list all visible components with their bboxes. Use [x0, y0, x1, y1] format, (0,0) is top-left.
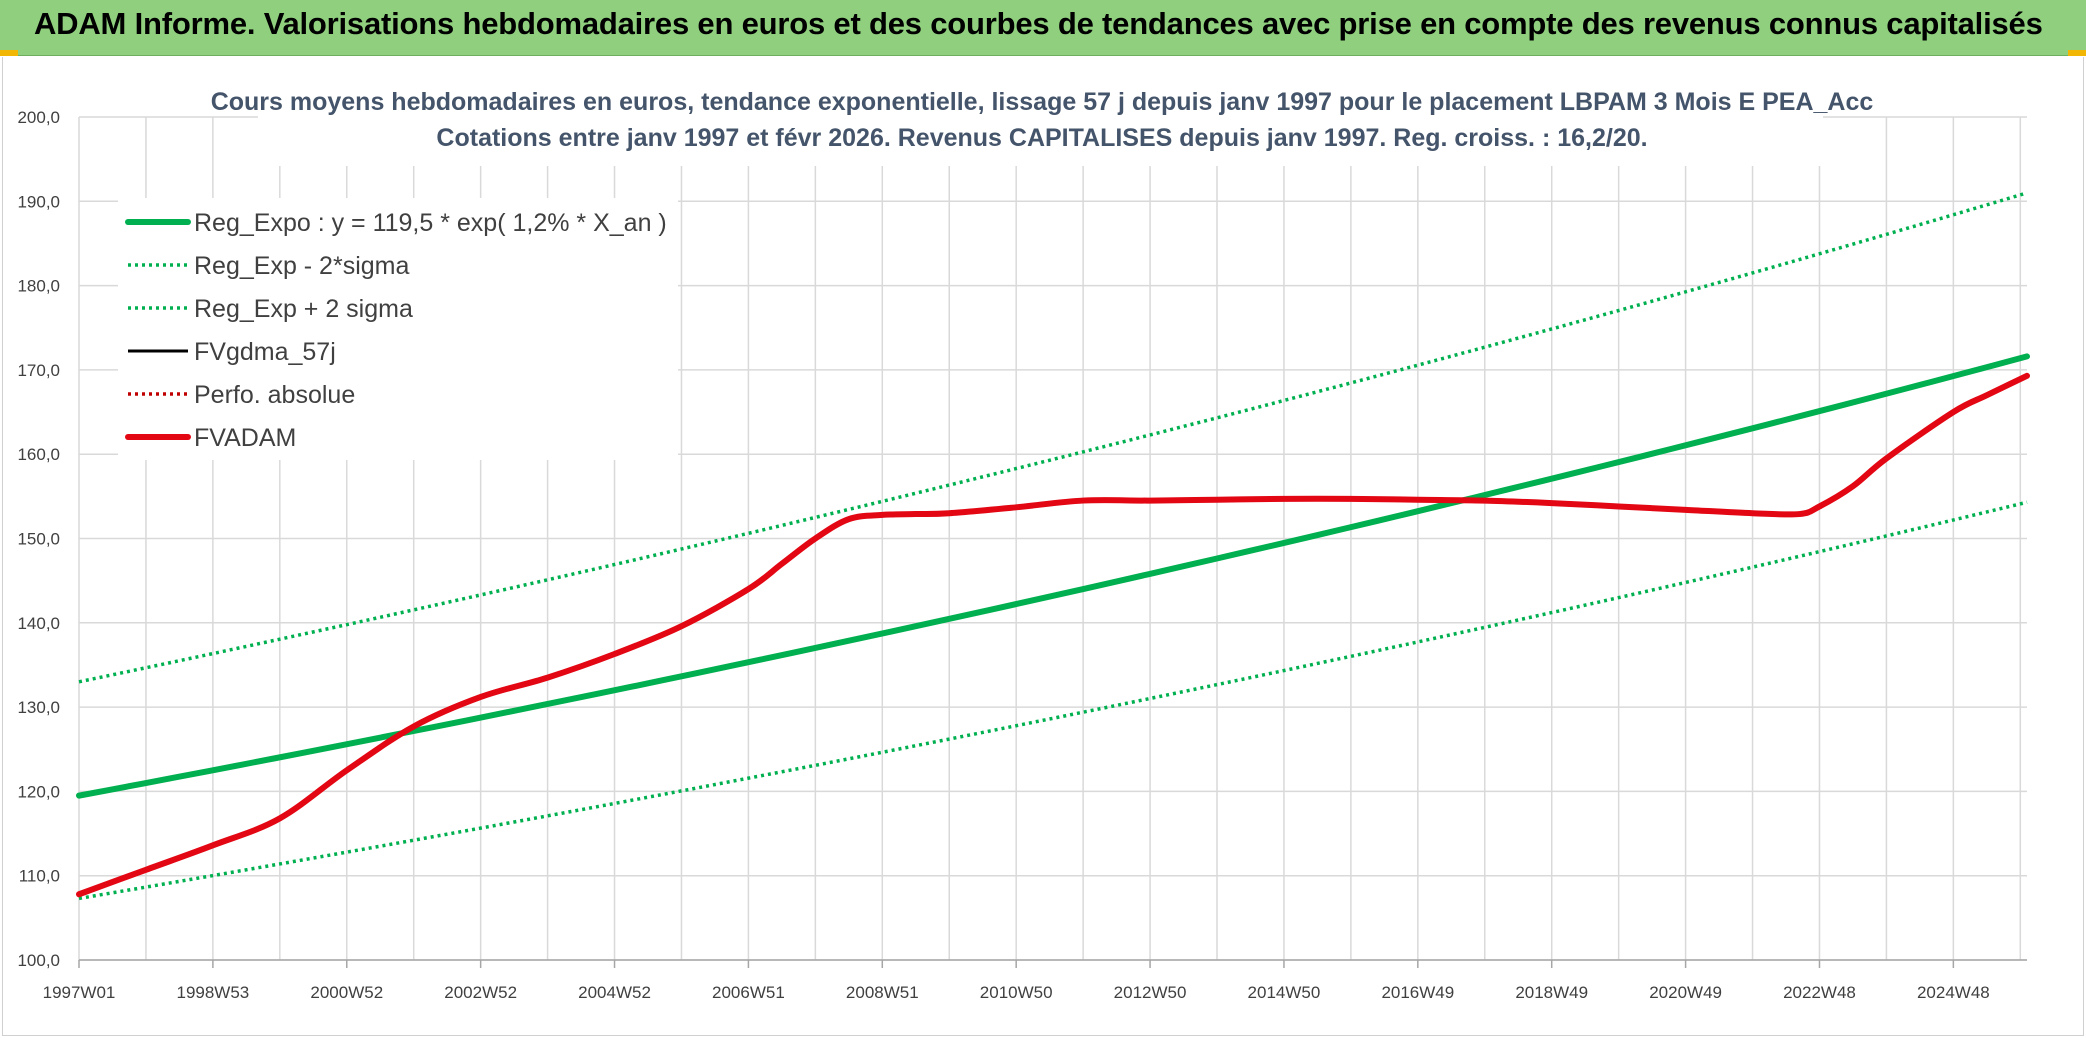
header-bar: ADAM Informe. Valorisations hebdomadaire…: [0, 0, 2086, 56]
y-tick-label: 130,0: [17, 698, 60, 717]
legend: Reg_Expo : y = 119,5 * exp( 1,2% * X_an …: [118, 198, 678, 460]
series-line-1: [78, 500, 2028, 901]
x-tick-label: 2024W48: [1917, 983, 1990, 1002]
y-tick-label: 120,0: [17, 782, 60, 801]
x-tick-label: 2006W51: [712, 983, 785, 1002]
x-tick-label: 2008W51: [846, 983, 919, 1002]
series-layer: [76, 191, 2030, 901]
x-tick-label: 2012W50: [1114, 983, 1187, 1002]
y-tick-label: 140,0: [17, 614, 60, 633]
corner-mark-right: [2068, 50, 2086, 56]
legend-label: Reg_Exp - 2*sigma: [194, 252, 409, 280]
x-tick-label: 2020W49: [1649, 983, 1722, 1002]
x-tick-label: 1998W53: [176, 983, 249, 1002]
chart-title-line: Cotations entre janv 1997 et févr 2026. …: [436, 124, 1647, 152]
x-tick-label: 1997W01: [43, 983, 116, 1002]
chart-title-line: Cours moyens hebdomadaires en euros, ten…: [211, 88, 1874, 116]
y-tick-label: 100,0: [17, 951, 60, 970]
x-tick-label: 2016W49: [1381, 983, 1454, 1002]
x-tick-label: 2018W49: [1515, 983, 1588, 1002]
chart-title: Cours moyens hebdomadaires en euros, ten…: [211, 80, 1874, 166]
legend-label: Reg_Expo : y = 119,5 * exp( 1,2% * X_an …: [194, 209, 667, 237]
x-tick-label: 2014W50: [1248, 983, 1321, 1002]
legend-label: Perfo. absolue: [194, 381, 355, 409]
x-tick-label: 2010W50: [980, 983, 1053, 1002]
x-tick-label: 2000W52: [310, 983, 383, 1002]
x-axis-ticks: 1997W01 1998W53 2000W52 2002W52 2004W52 2006W…: [43, 960, 1990, 1002]
y-axis-ticks: 100,0 110,0 120,0 130,0 140,0 150,0 160,0 170,0…: [17, 108, 60, 970]
legend-background: [118, 198, 678, 460]
y-tick-label: 160,0: [17, 445, 60, 464]
x-tick-label: 2004W52: [578, 983, 651, 1002]
y-tick-label: 180,0: [17, 277, 60, 296]
series-line-5: [76, 372, 2030, 898]
y-tick-label: 110,0: [19, 867, 60, 886]
chart-title-background: [258, 80, 1823, 166]
x-tick-label: 2022W48: [1783, 983, 1856, 1002]
y-tick-label: 150,0: [17, 530, 60, 549]
chart-frame: [2, 57, 2084, 1036]
x-tick-label: 2002W52: [444, 983, 517, 1002]
legend-label: Reg_Exp + 2 sigma: [194, 295, 413, 323]
report-title: ADAM Informe. Valorisations hebdomadaire…: [34, 6, 2043, 41]
legend-label: FVgdma_57j: [194, 338, 336, 366]
y-tick-label: 200,0: [17, 108, 60, 127]
y-tick-label: 170,0: [17, 361, 60, 380]
corner-mark-left: [0, 50, 18, 56]
y-tick-label: 190,0: [17, 192, 60, 211]
legend-label: FVADAM: [194, 424, 296, 452]
